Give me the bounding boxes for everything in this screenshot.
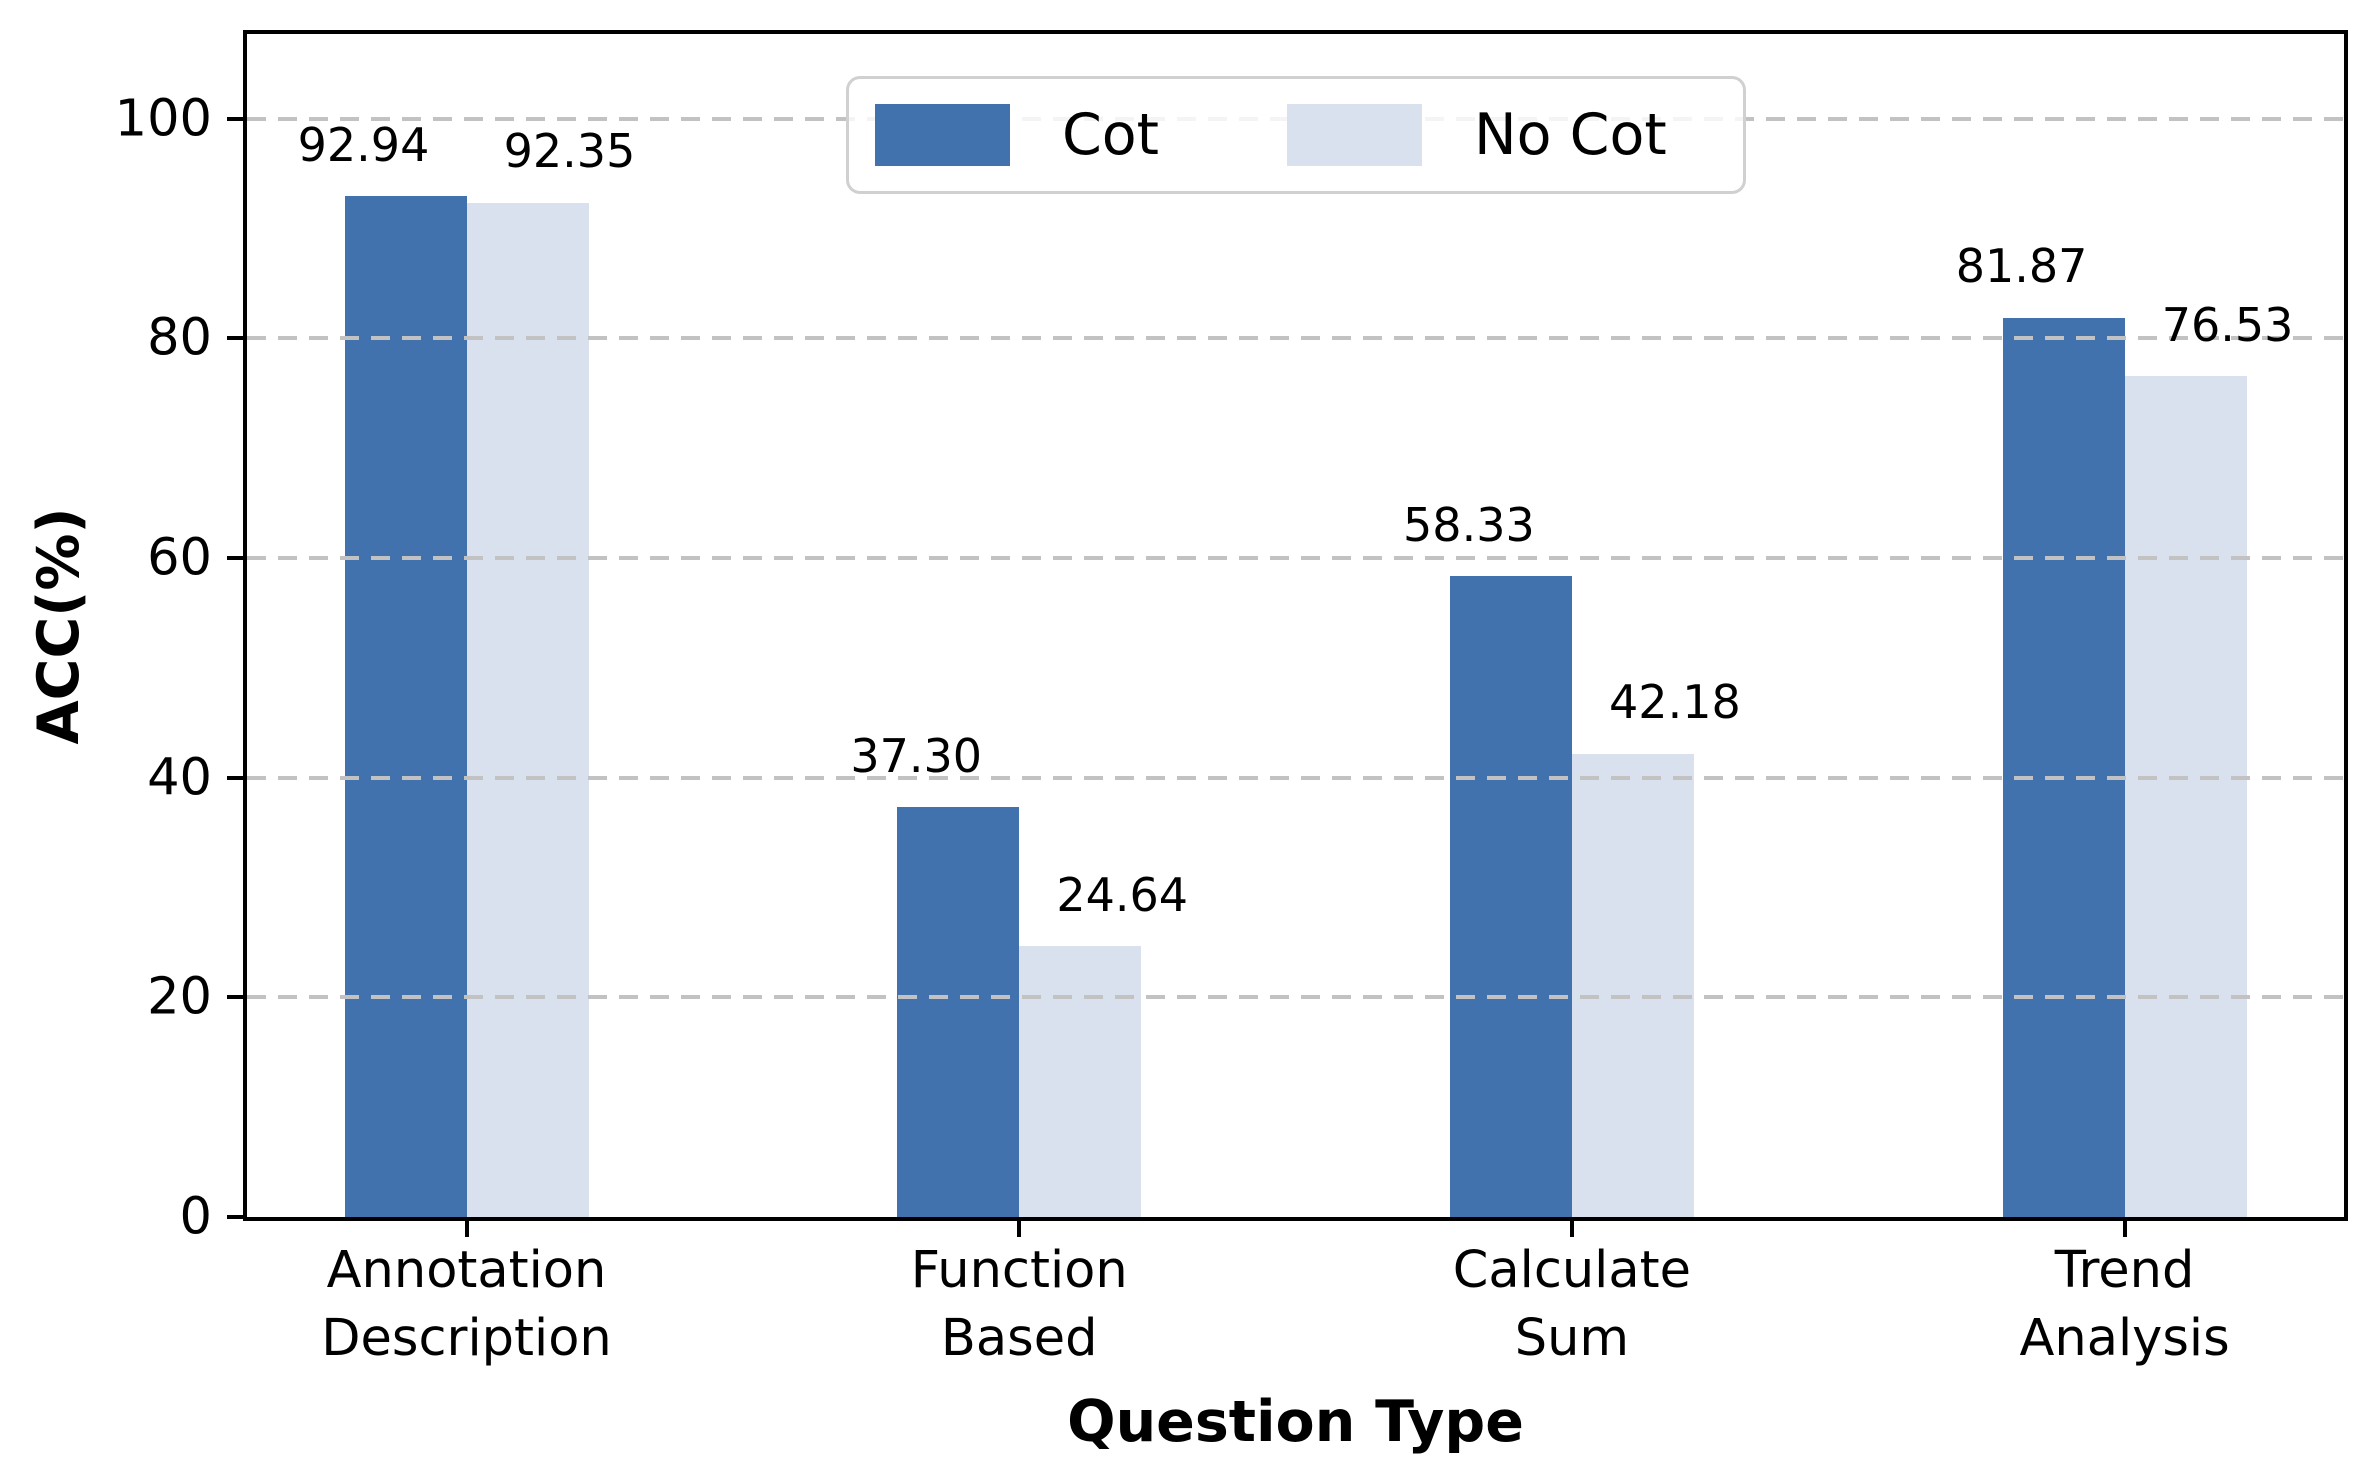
bar-cot-2 — [897, 807, 1020, 1217]
x-axis-title: Question Type — [1067, 1389, 1524, 1455]
x-tick-label-line: Analysis — [2019, 1309, 2230, 1368]
bar-cot-3 — [1449, 576, 1572, 1217]
y-tick-mark-20 — [227, 995, 243, 1000]
y-tick-label-40: 40 — [147, 748, 212, 808]
x-tick-label-line: Trend — [2054, 1241, 2195, 1300]
x-tick-label-line: Calculate — [1452, 1241, 1691, 1300]
x-tick-label-line: Sum — [1514, 1309, 1630, 1368]
bar-cot-4 — [2002, 317, 2125, 1217]
bar-value-label-cot-3: 58.33 — [1403, 497, 1535, 552]
bar-cot-1 — [344, 196, 467, 1217]
x-tick-label-line: Based — [940, 1309, 1098, 1368]
bar-value-label-no-cot-4: 76.53 — [2161, 297, 2294, 352]
x-tick-mark-4 — [2122, 1221, 2127, 1237]
x-tick-mark-1 — [464, 1221, 469, 1237]
bar-no-cot-1 — [466, 202, 589, 1217]
x-tick-label-line: Annotation — [326, 1241, 607, 1300]
bar-value-label-no-cot-2: 24.64 — [1056, 867, 1189, 922]
legend: Cot No Cot — [846, 76, 1746, 194]
y-tick-label-20: 20 — [147, 967, 212, 1027]
y-tick-mark-0 — [227, 1215, 243, 1219]
bar-no-cot-3 — [1571, 753, 1694, 1217]
bar-value-label-cot-4: 81.87 — [1955, 239, 2088, 294]
x-tick-label-annotation: Annotation Description — [321, 1237, 611, 1373]
x-tick-mark-2 — [1017, 1221, 1022, 1237]
y-tick-mark-100 — [227, 116, 243, 121]
bar-no-cot-4 — [2124, 376, 2247, 1217]
y-tick-label-60: 60 — [147, 528, 212, 588]
y-tick-mark-80 — [227, 336, 243, 341]
y-tick-mark-60 — [227, 555, 243, 560]
legend-label-no-cot: No Cot — [1474, 102, 1667, 168]
x-tick-label-line: Function — [910, 1241, 1128, 1300]
y-tick-label-100: 100 — [114, 89, 212, 149]
bar-value-label-cot-1: 92.94 — [297, 117, 430, 172]
bar-value-label-no-cot-3: 42.18 — [1609, 675, 1741, 730]
bar-no-cot-2 — [1019, 946, 1142, 1217]
legend-label-cot: Cot — [1062, 102, 1160, 168]
x-tick-mark-3 — [1569, 1221, 1574, 1237]
plot-area: ACC(%) Question Type Cot No Cot 0 20 40 60 8… — [26, 30, 2348, 1455]
y-tick-mark-40 — [227, 775, 243, 780]
x-tick-label-line: Description — [321, 1309, 612, 1368]
legend-swatch-no-cot — [1287, 104, 1423, 166]
x-tick-label-function: Function Based — [911, 1237, 1128, 1373]
legend-swatch-cot — [875, 104, 1010, 166]
bar-value-label-cot-2: 37.30 — [850, 728, 983, 783]
y-tick-label-80: 80 — [147, 308, 212, 368]
x-tick-label-calculate: Calculate Sum — [1453, 1237, 1691, 1373]
bar-value-label-no-cot-1: 92.35 — [503, 124, 636, 179]
x-tick-label-trend: Trend Analysis — [2020, 1237, 2230, 1373]
y-tick-label-0: 0 — [179, 1187, 212, 1247]
